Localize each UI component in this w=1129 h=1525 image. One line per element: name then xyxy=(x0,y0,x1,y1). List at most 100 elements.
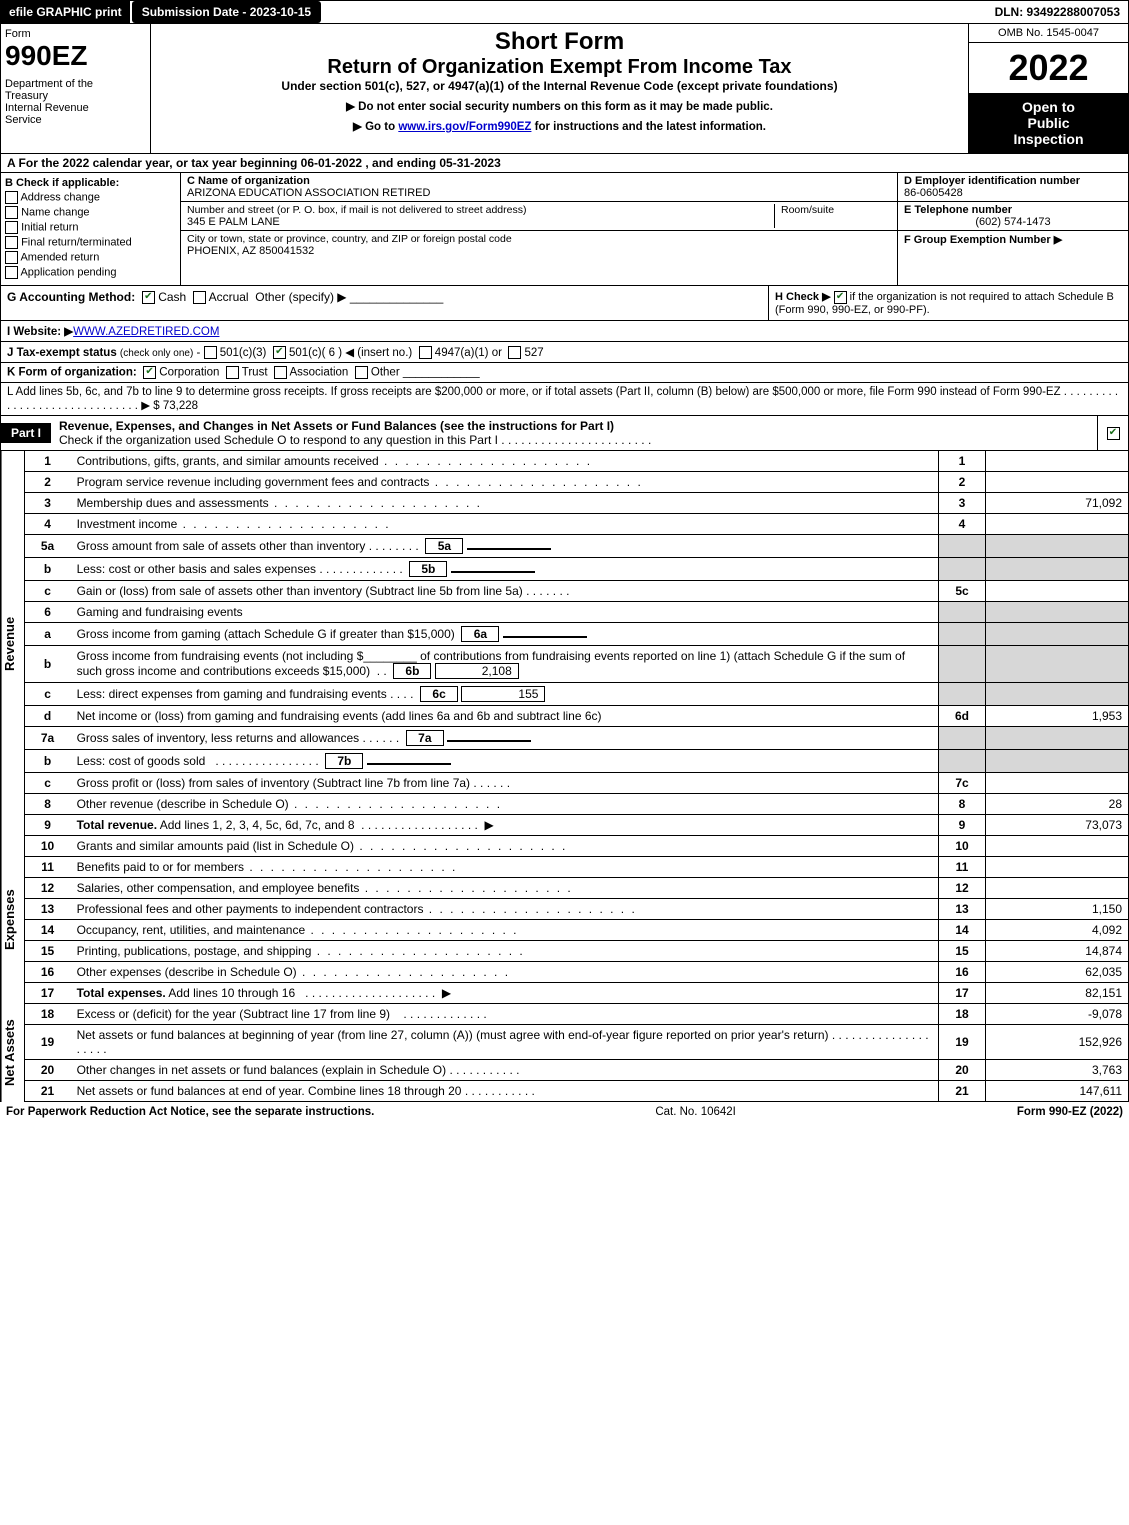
part-1-header: Part I Revenue, Expenses, and Changes in… xyxy=(0,416,1129,451)
footer-left: For Paperwork Reduction Act Notice, see … xyxy=(6,1106,374,1118)
line-20: 20Other changes in net assets or fund ba… xyxy=(24,1060,1128,1081)
footer-right: Form 990-EZ (2022) xyxy=(1017,1106,1123,1118)
addr-label: Number and street (or P. O. box, if mail… xyxy=(187,204,526,216)
part-1-label: Part I xyxy=(1,423,51,443)
line-1: 1Contributions, gifts, grants, and simil… xyxy=(24,451,1128,472)
col-b: B Check if applicable: Address change Na… xyxy=(1,173,181,285)
line-2: 2Program service revenue including gover… xyxy=(24,472,1128,493)
expenses-vert-label: Expenses xyxy=(1,836,24,1004)
line-7b: bLess: cost of goods sold . . . . . . . … xyxy=(24,750,1128,773)
form-number: 990EZ xyxy=(5,40,146,72)
line-7c: cGross profit or (loss) from sales of in… xyxy=(24,773,1128,794)
line-5a: 5aGross amount from sale of assets other… xyxy=(24,535,1128,558)
row-gh: G Accounting Method: Cash Accrual Other … xyxy=(0,286,1129,321)
line-8: 8Other revenue (describe in Schedule O)8… xyxy=(24,794,1128,815)
row-form-org: K Form of organization: Corporation Trus… xyxy=(0,363,1129,383)
cb-527[interactable] xyxy=(508,346,521,359)
line-13: 13Professional fees and other payments t… xyxy=(24,899,1128,920)
footer-cat: Cat. No. 10642I xyxy=(655,1106,736,1118)
omb-number: OMB No. 1545-0047 xyxy=(969,24,1128,43)
gross-receipts-amt: 73,228 xyxy=(163,400,198,412)
form-header: Form 990EZ Department of theTreasuryInte… xyxy=(0,24,1129,154)
cb-4947[interactable] xyxy=(419,346,432,359)
line-5c: cGain or (loss) from sale of assets othe… xyxy=(24,581,1128,602)
line-6d: dNet income or (loss) from gaming and fu… xyxy=(24,706,1128,727)
cb-501c[interactable] xyxy=(273,346,286,359)
room-label: Room/suite xyxy=(781,204,834,216)
revenue-table: 1Contributions, gifts, grants, and simil… xyxy=(24,451,1129,836)
line-21: 21Net assets or fund balances at end of … xyxy=(24,1081,1128,1102)
netassets-vert-label: Net Assets xyxy=(1,1004,24,1102)
cb-address-change[interactable]: Address change xyxy=(5,191,176,204)
cb-accrual[interactable] xyxy=(193,291,206,304)
city-label: City or town, state or province, country… xyxy=(187,233,512,245)
title-return: Return of Organization Exempt From Incom… xyxy=(159,56,960,79)
form-label: Form xyxy=(5,28,146,40)
website-link[interactable]: WWW.AZEDRETIRED.COM xyxy=(73,326,219,338)
efile-print[interactable]: efile GRAPHIC print xyxy=(1,1,130,23)
top-bar: efile GRAPHIC print Submission Date - 20… xyxy=(0,0,1129,24)
line-18: 18Excess or (deficit) for the year (Subt… xyxy=(24,1004,1128,1025)
col-b-title: B Check if applicable: xyxy=(5,177,119,189)
irs-link[interactable]: www.irs.gov/Form990EZ xyxy=(398,121,531,133)
cb-other-org[interactable] xyxy=(355,366,368,379)
revenue-vert-label: Revenue xyxy=(1,451,24,836)
cb-amended[interactable]: Amended return xyxy=(5,251,176,264)
netassets-table: 18Excess or (deficit) for the year (Subt… xyxy=(24,1004,1129,1102)
title-short-form: Short Form xyxy=(159,28,960,56)
header-left: Form 990EZ Department of theTreasuryInte… xyxy=(1,24,151,153)
line-6: 6Gaming and fundraising events xyxy=(24,602,1128,623)
row-gross-receipts: L Add lines 5b, 6c, and 7b to line 9 to … xyxy=(0,383,1129,416)
c-label: C Name of organization xyxy=(187,175,310,187)
ein-label: D Employer identification number xyxy=(904,175,1080,187)
dln: DLN: 93492288007053 xyxy=(987,1,1128,23)
line-12: 12Salaries, other compensation, and empl… xyxy=(24,878,1128,899)
line-6c: cLess: direct expenses from gaming and f… xyxy=(24,683,1128,706)
cb-sched-b[interactable] xyxy=(834,291,847,304)
line-15: 15Printing, publications, postage, and s… xyxy=(24,941,1128,962)
instr-goto: ▶ Go to www.irs.gov/Form990EZ for instru… xyxy=(159,119,960,133)
cb-assoc[interactable] xyxy=(274,366,287,379)
header-right: OMB No. 1545-0047 2022 Open toPublicInsp… xyxy=(968,24,1128,153)
net-assets-section: Net Assets 18Excess or (deficit) for the… xyxy=(0,1004,1129,1102)
row-tax-status: J Tax-exempt status (check only one) - 5… xyxy=(0,342,1129,363)
line-5b: bLess: cost or other basis and sales exp… xyxy=(24,558,1128,581)
instr-ssn: ▶ Do not enter social security numbers o… xyxy=(159,99,960,113)
col-def: D Employer identification number 86-0605… xyxy=(898,173,1128,285)
open-inspection: Open toPublicInspection xyxy=(969,93,1128,153)
accounting-method: G Accounting Method: Cash Accrual Other … xyxy=(1,286,768,320)
line-7a: 7aGross sales of inventory, less returns… xyxy=(24,727,1128,750)
revenue-section: Revenue 1Contributions, gifts, grants, a… xyxy=(0,451,1129,836)
row-website: I Website: ▶WWW.AZEDRETIRED.COM xyxy=(0,321,1129,342)
submission-date: Submission Date - 2023-10-15 xyxy=(132,1,321,23)
cb-initial-return[interactable]: Initial return xyxy=(5,221,176,234)
cb-final-return[interactable]: Final return/terminated xyxy=(5,236,176,249)
line-19: 19Net assets or fund balances at beginni… xyxy=(24,1025,1128,1060)
line-6a: aGross income from gaming (attach Schedu… xyxy=(24,623,1128,646)
cb-name-change[interactable]: Name change xyxy=(5,206,176,219)
page-footer: For Paperwork Reduction Act Notice, see … xyxy=(0,1102,1129,1122)
phone-value: (602) 574-1473 xyxy=(904,216,1122,228)
cb-corp[interactable] xyxy=(143,366,156,379)
part-1-checkbox[interactable] xyxy=(1097,416,1128,450)
line-4: 4Investment income4 xyxy=(24,514,1128,535)
cb-trust[interactable] xyxy=(226,366,239,379)
col-c: C Name of organization ARIZONA EDUCATION… xyxy=(181,173,898,285)
cb-cash[interactable] xyxy=(142,291,155,304)
line-6b: bGross income from fundraising events (n… xyxy=(24,646,1128,683)
city-state-zip: PHOENIX, AZ 850041532 xyxy=(187,245,314,257)
department: Department of theTreasuryInternal Revenu… xyxy=(5,78,146,126)
header-mid: Short Form Return of Organization Exempt… xyxy=(151,24,968,153)
section-a: A For the 2022 calendar year, or tax yea… xyxy=(0,154,1129,173)
part-1-sub: Check if the organization used Schedule … xyxy=(59,433,651,447)
cb-pending[interactable]: Application pending xyxy=(5,266,176,279)
part-1-title: Revenue, Expenses, and Changes in Net As… xyxy=(59,419,614,433)
group-exemption-label: F Group Exemption Number ▶ xyxy=(904,234,1062,246)
section-bcdef: B Check if applicable: Address change Na… xyxy=(0,173,1129,286)
line-16: 16Other expenses (describe in Schedule O… xyxy=(24,962,1128,983)
line-3: 3Membership dues and assessments371,092 xyxy=(24,493,1128,514)
cb-501c3[interactable] xyxy=(204,346,217,359)
subtitle: Under section 501(c), 527, or 4947(a)(1)… xyxy=(159,79,960,93)
line-14: 14Occupancy, rent, utilities, and mainte… xyxy=(24,920,1128,941)
line-11: 11Benefits paid to or for members11 xyxy=(24,857,1128,878)
